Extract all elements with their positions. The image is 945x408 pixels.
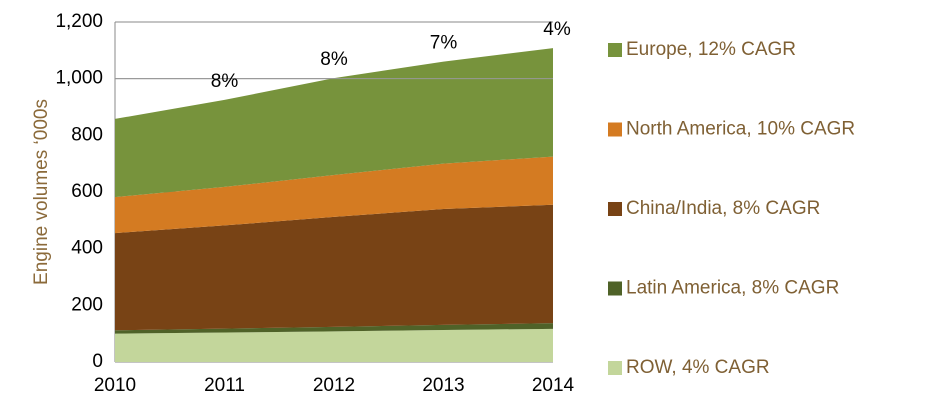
- y-tick-label: 600: [71, 181, 103, 202]
- x-tick-label: 2013: [422, 375, 464, 396]
- y-tick-label: 800: [71, 124, 103, 145]
- legend-label: China/India, 8% CAGR: [626, 198, 820, 219]
- x-tick-label: 2012: [313, 375, 355, 396]
- legend-swatch: [608, 43, 622, 57]
- legend-swatch: [608, 202, 622, 216]
- y-tick-label: 1,000: [55, 68, 103, 89]
- x-tick-label: 2010: [94, 375, 136, 396]
- legend-swatch: [608, 122, 622, 137]
- y-tick-label: 400: [71, 238, 103, 259]
- annotation: 7%: [430, 33, 458, 54]
- x-tick-label: 2014: [532, 375, 575, 396]
- legend-label: ROW, 4% CAGR: [626, 357, 770, 378]
- y-tick-label: 200: [71, 294, 103, 315]
- legend-swatch: [608, 281, 622, 296]
- area: [115, 328, 553, 362]
- area: [115, 156, 553, 234]
- legend-swatch: [608, 361, 622, 375]
- y-tick-label: 0: [92, 351, 103, 372]
- y-tick-label: 1,200: [55, 11, 103, 32]
- annotation: 8%: [211, 71, 239, 92]
- x-tick-label: 2011: [204, 375, 245, 396]
- legend-label: North America, 10% CAGR: [626, 119, 855, 140]
- y-axis-title: Engine volumes ‘000s: [31, 99, 52, 285]
- legend-label: Europe, 12% CAGR: [626, 39, 796, 60]
- annotation: 8%: [320, 49, 348, 70]
- area: [115, 48, 553, 198]
- area: [115, 204, 553, 331]
- legend-label: Latin America, 8% CAGR: [626, 278, 839, 299]
- annotation: 4%: [543, 19, 571, 40]
- area: [115, 323, 553, 334]
